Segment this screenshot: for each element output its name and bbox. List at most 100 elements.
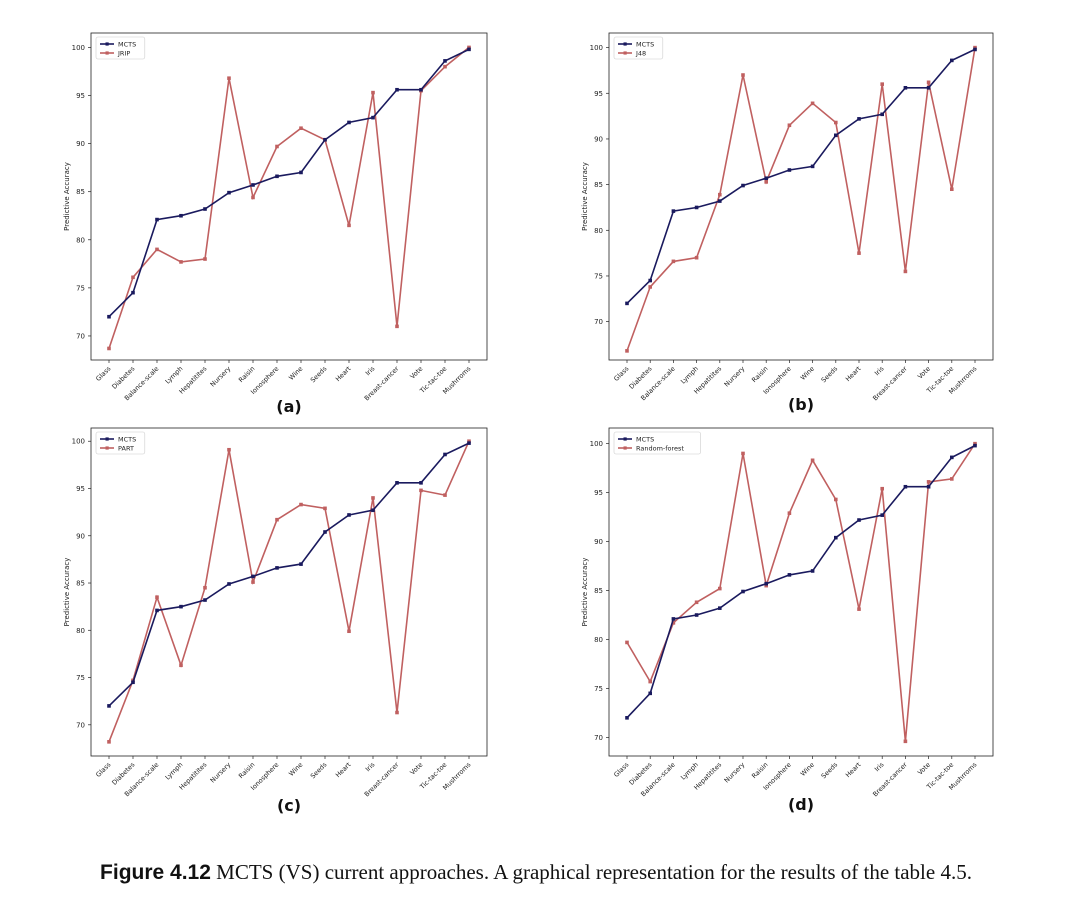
x-tick-label: Glass	[94, 364, 113, 383]
data-point	[671, 209, 676, 213]
data-point	[810, 458, 815, 463]
data-point	[371, 115, 375, 120]
legend-marker	[623, 446, 627, 450]
data-point	[741, 589, 745, 594]
series-line-other	[626, 443, 976, 742]
data-point	[107, 740, 111, 744]
legend-entry: MCTS	[636, 435, 654, 443]
data-point	[395, 710, 399, 715]
x-tick-label: Heart	[334, 364, 353, 383]
data-point	[903, 269, 908, 274]
data-point	[131, 680, 135, 685]
x-tick-label: Nursery	[723, 365, 747, 389]
data-point	[694, 255, 699, 260]
data-point	[857, 518, 861, 522]
data-point	[625, 301, 629, 306]
y-axis-label: Predictive Accuracy	[63, 558, 71, 627]
data-point	[950, 58, 954, 63]
legend-marker	[105, 437, 109, 441]
data-point	[395, 87, 399, 92]
data-point	[467, 441, 471, 445]
data-point	[880, 82, 884, 86]
x-tick-label: Heart	[334, 760, 353, 779]
legend-marker	[623, 51, 627, 55]
series-line-other	[108, 46, 470, 349]
data-point	[419, 481, 423, 485]
data-point	[903, 86, 908, 90]
chart-panel-3: 707580859095100GlassDiabetesBalance-scal…	[63, 427, 488, 815]
data-point	[371, 496, 375, 500]
legend-entry: MCTS	[636, 40, 654, 48]
x-tick-label: Vote	[916, 365, 932, 381]
data-point	[787, 573, 792, 577]
y-tick-label: 85	[76, 188, 85, 196]
plot-frame	[608, 427, 994, 757]
data-point	[347, 629, 351, 634]
data-point	[419, 488, 423, 493]
data-point	[973, 443, 977, 448]
y-tick-label: 70	[594, 734, 603, 742]
x-tick-label: Vote	[409, 761, 425, 777]
data-point	[203, 207, 207, 211]
series-line-mcts	[626, 48, 976, 304]
y-tick-label: 85	[594, 181, 603, 189]
x-tick-label: Lymph	[679, 761, 700, 782]
data-point	[467, 45, 471, 50]
data-point	[810, 569, 815, 573]
data-point	[251, 580, 255, 584]
data-point	[179, 260, 183, 264]
x-tick-label: Raisin	[237, 761, 256, 780]
data-point	[741, 73, 745, 77]
data-point	[275, 517, 279, 522]
chart-panel-1: 707580859095100GlassDiabetesBalance-scal…	[63, 32, 488, 416]
y-tick-label: 90	[594, 135, 603, 143]
data-point	[764, 180, 768, 184]
data-point	[155, 608, 159, 613]
panel-label: (c)	[277, 796, 301, 815]
data-point	[251, 574, 255, 579]
x-tick-label: Glass	[612, 364, 631, 383]
plot-frame	[90, 32, 488, 361]
data-point	[648, 285, 652, 289]
data-point	[671, 621, 676, 625]
y-tick-label: 95	[76, 92, 85, 100]
legend-box	[613, 431, 701, 455]
data-point	[741, 183, 745, 188]
data-point	[671, 259, 676, 264]
series-line-other	[108, 440, 470, 743]
legend-entry: PART	[118, 444, 134, 452]
x-tick-label: Lymph	[164, 761, 185, 782]
data-point	[275, 566, 279, 570]
data-point	[371, 508, 375, 513]
data-point	[926, 484, 931, 489]
data-point	[299, 562, 303, 566]
x-tick-label: Nursery	[209, 761, 233, 785]
x-tick-label: Lymph	[164, 365, 185, 386]
data-point	[718, 199, 722, 203]
x-tick-label: Seeds	[820, 760, 840, 780]
y-axis-label: Predictive Accuracy	[581, 558, 589, 627]
y-tick-label: 80	[594, 636, 603, 644]
data-point	[718, 192, 722, 197]
data-point	[810, 164, 815, 169]
data-point	[107, 346, 111, 351]
legend-entry: Random-forest	[636, 444, 684, 452]
data-point	[694, 205, 699, 210]
y-tick-label: 75	[594, 272, 603, 280]
data-point	[203, 598, 207, 602]
data-point	[107, 704, 111, 708]
data-point	[857, 117, 861, 121]
data-point	[950, 455, 954, 460]
data-point	[834, 120, 838, 125]
legend-marker	[105, 42, 109, 46]
data-point	[155, 217, 159, 222]
data-point	[299, 126, 303, 131]
data-point	[625, 640, 629, 645]
legend-entry: J48	[635, 49, 646, 57]
data-point	[787, 511, 792, 515]
panel-label: (a)	[276, 397, 301, 416]
data-point	[764, 176, 768, 181]
data-point	[203, 585, 207, 590]
x-tick-label: Raisin	[750, 761, 769, 780]
